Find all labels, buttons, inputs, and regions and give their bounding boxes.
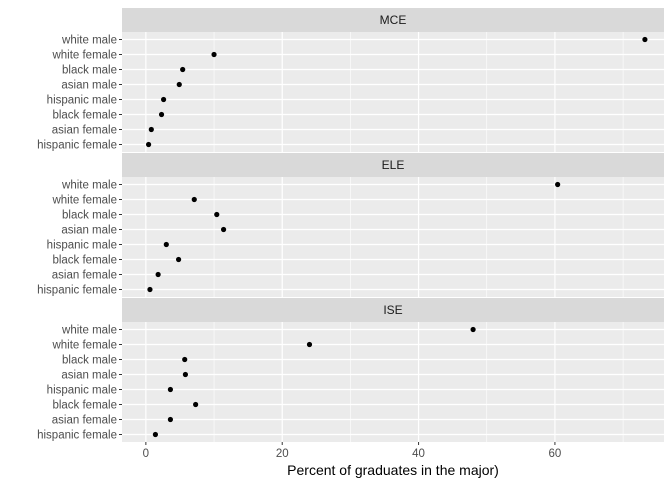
data-point: [158, 111, 165, 118]
category-label: black male: [62, 65, 117, 77]
data-point: [167, 386, 174, 393]
data-point: [155, 271, 161, 278]
data-point: [220, 226, 227, 233]
category-label: asian male: [61, 370, 117, 382]
category-label: white female: [51, 340, 117, 352]
category-label: asian female: [52, 270, 117, 282]
data-point: [306, 341, 313, 348]
x-tick-label: 40: [412, 448, 425, 460]
category-label: black female: [52, 255, 117, 267]
data-point: [148, 126, 154, 133]
category-label: white male: [61, 180, 117, 192]
facet-panel-ele: ELE white male white female black male asian…: [37, 153, 664, 297]
category-label: asian female: [52, 415, 117, 427]
category-label: black male: [62, 355, 117, 367]
category-label: hispanic male: [47, 240, 117, 252]
strip-label: ELE: [382, 158, 405, 172]
strip-label: MCE: [380, 13, 407, 27]
category-label: hispanic male: [47, 385, 117, 397]
category-label: white female: [51, 195, 117, 207]
data-point: [163, 241, 169, 248]
x-tick-label: 0: [143, 448, 149, 460]
data-point: [182, 356, 188, 363]
category-label: asian male: [61, 225, 117, 237]
category-label: hispanic female: [37, 140, 117, 152]
x-tick-label: 60: [549, 448, 562, 460]
category-label: hispanic male: [47, 95, 117, 107]
data-point: [191, 196, 197, 203]
panel-background: [122, 32, 664, 152]
category-label: hispanic female: [37, 285, 117, 297]
data-point: [152, 431, 159, 438]
category-label: black female: [52, 110, 117, 122]
category-label: black female: [52, 400, 117, 412]
category-label: white male: [61, 35, 117, 47]
data-point: [182, 371, 189, 378]
facet-panel-mce: MCE white male white female black male asian…: [37, 8, 664, 152]
category-label: hispanic female: [37, 430, 117, 442]
category-label: asian female: [52, 125, 117, 137]
x-tick-label: 20: [276, 448, 289, 460]
strip-background: [122, 298, 664, 322]
facet-panels: MCE white male white female black male asian…: [37, 8, 664, 442]
strip-label: ISE: [383, 303, 402, 317]
data-point: [180, 66, 186, 73]
panel-background: [122, 177, 664, 297]
x-axis-title: Percent of graduates in the major): [287, 462, 499, 478]
data-point: [145, 141, 152, 148]
data-point: [193, 401, 199, 408]
strip-background: [122, 153, 664, 177]
panel-background: [122, 322, 664, 442]
data-point: [214, 211, 220, 218]
data-point: [211, 51, 217, 58]
category-label: white female: [51, 50, 117, 62]
data-point: [642, 36, 648, 43]
data-point: [147, 286, 153, 293]
x-axis: 0 20 40 60: [143, 442, 562, 460]
category-label: asian male: [61, 80, 117, 92]
data-point: [470, 326, 476, 333]
data-point: [176, 81, 182, 88]
data-point: [160, 96, 167, 103]
strip-background: [122, 8, 664, 32]
data-point: [167, 416, 174, 423]
data-point: [555, 181, 561, 188]
data-point: [175, 256, 182, 263]
category-label: black male: [62, 210, 117, 222]
category-label: white male: [61, 325, 117, 337]
facet-panel-ise: ISE white male white female black male asian…: [37, 298, 664, 442]
